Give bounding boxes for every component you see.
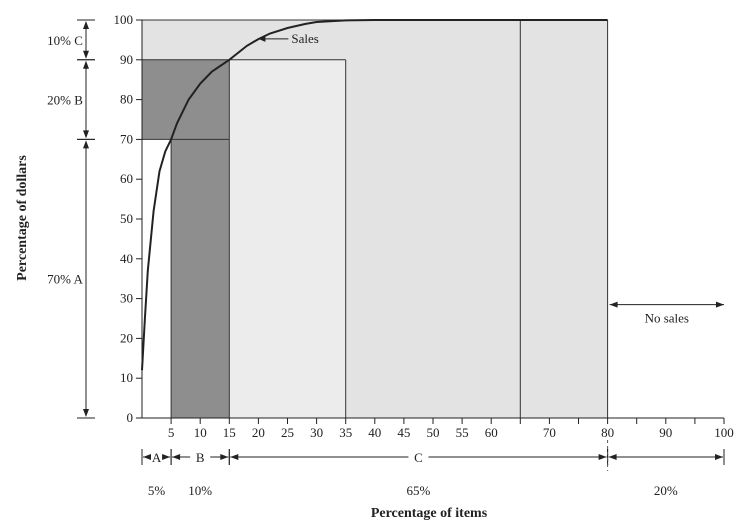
no-sales-arrowhead-left: [609, 301, 618, 308]
x-tick-label: 50: [427, 425, 440, 440]
y-tick-label: 50: [120, 211, 133, 226]
sales-arrowhead: [258, 35, 266, 42]
region-a-band: [142, 59, 230, 140]
x-tick-label: 70: [543, 425, 556, 440]
x-bracket-arrowhead: [143, 454, 151, 460]
x-tick-label: 35: [339, 425, 352, 440]
x-bracket-arrowhead: [715, 454, 723, 460]
x-tick-label: 45: [397, 425, 410, 440]
sales-curve: [141, 19, 608, 371]
y-tick-label: 20: [120, 330, 133, 345]
y-bracket-arrowhead: [83, 140, 89, 149]
y-tick-label: 90: [120, 52, 133, 67]
region-a-column: [171, 139, 230, 418]
y-tick-label: 80: [120, 92, 133, 107]
y-annotation-label: 20% B: [47, 93, 83, 108]
y-axis-title: Percentage of dollars: [15, 155, 30, 281]
x-tick-label: 60: [485, 425, 498, 440]
plot-regions: [142, 20, 608, 419]
region-c-inner-panel: [229, 59, 346, 419]
y-annotation-label: 10% C: [47, 33, 83, 48]
x-tick-label: 40: [368, 425, 381, 440]
y-tick-label: 10: [120, 370, 133, 385]
x-annotation-percent: 20%: [654, 483, 678, 498]
y-annotation-label: 70% A: [47, 272, 83, 287]
x-tick-label: 25: [281, 425, 294, 440]
x-bracket-arrowhead: [172, 454, 181, 460]
x-bracket-arrowhead: [608, 454, 617, 460]
axes: 0 10 20 30 40 50 60 70 80 90 100 5 10 15 20 25 30 35 40 45 5…: [114, 12, 734, 440]
y-tick-label: 30: [120, 291, 133, 306]
x-annotation-percent: 65%: [407, 483, 431, 498]
y-bracket-arrowhead: [83, 130, 89, 139]
y-tick-label: 70: [120, 131, 133, 146]
x-tick-label: 5: [168, 425, 175, 440]
no-sales-label: No sales: [645, 311, 689, 326]
y-tick-label: 0: [127, 410, 134, 425]
y-annotations: 10% C 20% B 70% A: [47, 19, 95, 419]
x-bracket-arrowhead: [220, 454, 229, 460]
x-tick-label: 20: [252, 425, 265, 440]
x-tick-label: 10: [194, 425, 207, 440]
x-annotation-percent: 10%: [188, 483, 212, 498]
x-tick-label: 80: [601, 425, 614, 440]
y-tick-label: 60: [120, 171, 133, 186]
y-bracket-arrowhead: [83, 21, 89, 29]
x-annotation-label: C: [414, 450, 423, 465]
x-tick-label: 15: [223, 425, 236, 440]
y-tick-label: 100: [114, 12, 134, 27]
x-annotation-label: B: [196, 450, 205, 465]
x-tick-label: 100: [714, 425, 734, 440]
x-bracket-arrowhead: [598, 454, 607, 460]
y-bracket-arrowhead: [83, 409, 89, 417]
sales-curve-group: [141, 19, 608, 371]
x-bracket-arrowhead: [162, 454, 171, 460]
x-bracket-arrowhead: [230, 454, 239, 460]
x-annotations: A 5% B 10% C 65% 20%: [141, 440, 725, 498]
y-bracket-arrowhead: [83, 60, 89, 69]
x-tick-label: 30: [310, 425, 323, 440]
sales-curve-label: Sales: [291, 31, 318, 46]
no-sales-arrowhead-right: [716, 301, 724, 308]
y-tick-label: 40: [120, 251, 133, 266]
y-bracket-arrowhead: [83, 50, 89, 59]
x-tick-label: 55: [456, 425, 469, 440]
x-annotation-label: A: [152, 450, 162, 465]
x-annotation-percent: 5%: [148, 483, 166, 498]
x-tick-label: 90: [659, 425, 672, 440]
x-axis-title: Percentage of items: [371, 506, 488, 521]
